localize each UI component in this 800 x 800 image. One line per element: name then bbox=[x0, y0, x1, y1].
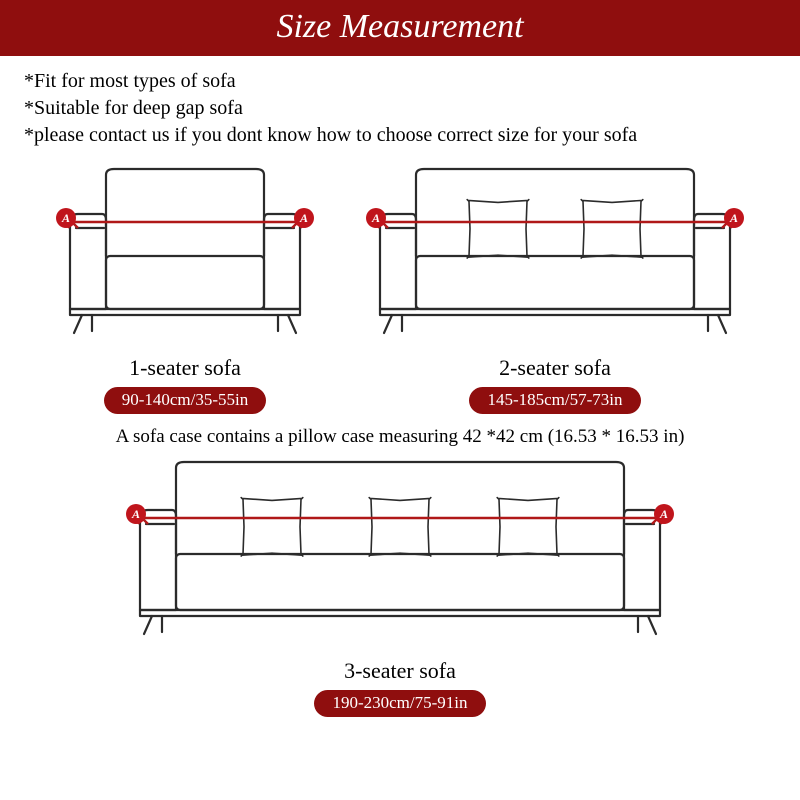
sofa-2-label: 2-seater sofa bbox=[499, 355, 611, 381]
sofa-1-diagram: AA bbox=[50, 161, 320, 351]
sofa-2-range: 145-185cm/57-73in bbox=[469, 387, 640, 414]
svg-text:A: A bbox=[371, 211, 380, 225]
note-line-2: *please contact us if you dont know how … bbox=[24, 122, 776, 149]
note-line-0: *Fit for most types of sofa bbox=[24, 68, 776, 95]
sofa-1-label: 1-seater sofa bbox=[129, 355, 241, 381]
mid-note: A sofa case contains a pillow case measu… bbox=[0, 426, 800, 448]
header-bar: Size Measurement bbox=[0, 0, 800, 56]
sofa-3-range: 190-230cm/75-91in bbox=[314, 690, 485, 717]
sofa-3-diagram: AA bbox=[120, 454, 680, 654]
sofa-3-label: 3-seater sofa bbox=[344, 658, 456, 684]
notes-block: *Fit for most types of sofa *Suitable fo… bbox=[0, 56, 800, 153]
header-title: Size Measurement bbox=[276, 8, 523, 45]
svg-text:A: A bbox=[299, 211, 308, 225]
svg-text:A: A bbox=[61, 211, 70, 225]
svg-text:A: A bbox=[729, 211, 738, 225]
sofa-3-block: AA 3-seater sofa 190-230cm/75-91in bbox=[120, 454, 680, 717]
svg-text:A: A bbox=[659, 507, 668, 521]
sofa-row-2: AA 3-seater sofa 190-230cm/75-91in bbox=[0, 454, 800, 717]
sofa-1-range: 90-140cm/35-55in bbox=[104, 387, 267, 414]
svg-text:A: A bbox=[131, 507, 140, 521]
sofa-2-block: AA 2-seater sofa 145-185cm/57-73in bbox=[360, 161, 750, 414]
sofa-1-block: AA 1-seater sofa 90-140cm/35-55in bbox=[50, 161, 320, 414]
sofa-row-1: AA 1-seater sofa 90-140cm/35-55in AA 2-s… bbox=[0, 161, 800, 414]
sofa-2-diagram: AA bbox=[360, 161, 750, 351]
note-line-1: *Suitable for deep gap sofa bbox=[24, 95, 776, 122]
